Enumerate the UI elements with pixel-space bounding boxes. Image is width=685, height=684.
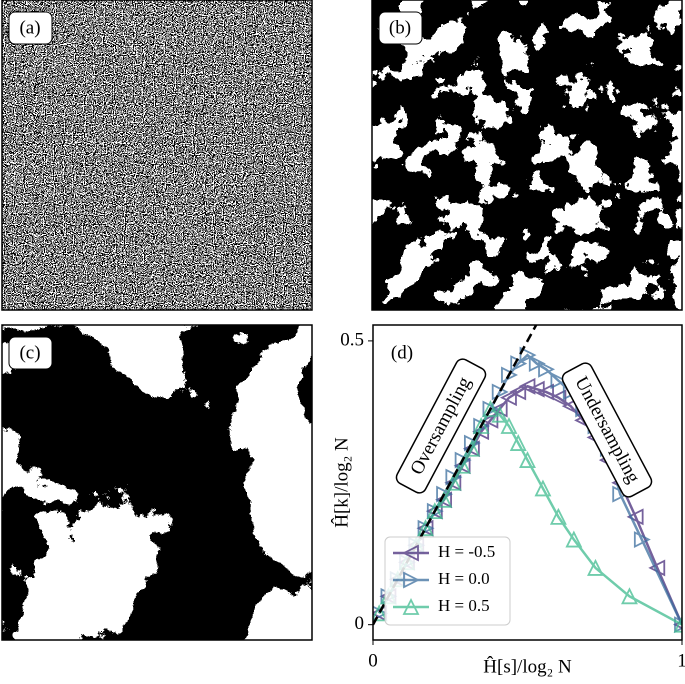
x-axis-label: Ĥ[s]/log₂ N [483,655,572,677]
marker [426,502,444,520]
x-tick-label: 1 [677,650,685,671]
marker [472,417,490,434]
marker [550,372,568,390]
marker [534,479,552,497]
legend-marker [403,571,421,589]
marker [417,519,434,537]
y-tick-label: 0 [355,613,365,634]
marker [519,451,536,468]
marker [519,346,537,364]
marker [674,616,682,634]
annotation-box [561,362,653,498]
marker [454,456,472,474]
marker [473,417,491,435]
y-axis-label: Ĥ[k]/log₂ N [330,437,352,528]
marker [491,383,509,401]
legend-label: H = -0.5 [438,542,495,561]
legend-label: H = 0.5 [438,596,490,615]
panel-label: (b) [389,17,411,38]
legend-swatch [393,597,429,615]
axes-frame [372,324,683,641]
marker [538,360,556,378]
marker [499,389,517,407]
panel-d: 0 100.5Ĥ[s]/log₂ NĤ[k]/log₂ N(d)Oversampl… [330,324,685,677]
marker [373,604,388,622]
legend-marker [401,544,419,562]
marker [426,502,444,520]
annotation-box [395,358,487,494]
panel-label-box [380,337,423,369]
y-tick-label: 0.5 [340,329,364,350]
panel-label: (c) [19,342,40,363]
marker [528,355,546,373]
marker [501,366,518,384]
panel-b: (b) [371,0,683,311]
marker [537,383,554,401]
x-tick-label: 0 [368,650,378,671]
panel-c: (c) [1,324,313,641]
marker [549,507,567,525]
marker [509,383,527,401]
legend-swatch [393,571,429,589]
marker [612,485,630,503]
marker [490,400,508,418]
legend-swatch [393,544,429,562]
marker [626,508,644,526]
panel-label: (a) [19,17,40,38]
marker [587,558,604,576]
marker [373,605,389,621]
marker [565,530,583,548]
legend-label: H = 0.0 [438,569,490,588]
marker [481,399,499,417]
panel-a: (a) [1,0,313,311]
marker [500,417,518,434]
marker [509,434,527,451]
panel-label: (d) [391,342,413,363]
marker [491,405,509,423]
marker [482,400,500,418]
legend-marker [402,597,420,615]
marker [417,519,435,537]
marker [633,531,651,548]
marker [673,615,682,633]
marker [621,587,638,605]
